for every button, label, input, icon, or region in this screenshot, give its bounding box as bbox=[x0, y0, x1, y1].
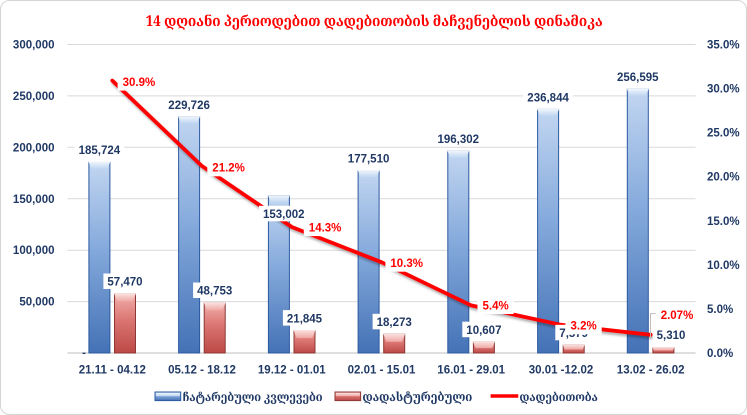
svg-text:21.2%: 21.2% bbox=[212, 163, 245, 175]
svg-text:185,724: 185,724 bbox=[79, 145, 121, 157]
svg-text:15.0%: 15.0% bbox=[707, 216, 740, 228]
svg-text:48,753: 48,753 bbox=[197, 286, 232, 298]
svg-text:21,845: 21,845 bbox=[287, 313, 323, 325]
svg-text:256,595: 256,595 bbox=[617, 72, 659, 84]
svg-text:50,000: 50,000 bbox=[19, 297, 54, 309]
svg-text:153,002: 153,002 bbox=[263, 209, 305, 221]
svg-text:5.0%: 5.0% bbox=[707, 304, 733, 316]
svg-text:150,000: 150,000 bbox=[13, 194, 55, 206]
svg-text:05.12 - 18.12: 05.12 - 18.12 bbox=[168, 365, 236, 377]
svg-text:236,844: 236,844 bbox=[527, 93, 569, 105]
svg-text:10.0%: 10.0% bbox=[707, 260, 740, 272]
svg-text:57,470: 57,470 bbox=[107, 277, 142, 289]
svg-text:16.01 - 29.01: 16.01 - 29.01 bbox=[437, 365, 505, 377]
svg-text:177,510: 177,510 bbox=[348, 154, 390, 166]
svg-text:5.4%: 5.4% bbox=[483, 300, 509, 312]
svg-text:10,607: 10,607 bbox=[466, 325, 501, 337]
svg-text:19.12 - 01.01: 19.12 - 01.01 bbox=[258, 365, 326, 377]
svg-text:30.0%: 30.0% bbox=[707, 84, 740, 96]
svg-text:30.9%: 30.9% bbox=[123, 77, 156, 89]
svg-text:18,273: 18,273 bbox=[377, 317, 412, 329]
svg-text:5,310: 5,310 bbox=[657, 330, 686, 342]
svg-text:0.0%: 0.0% bbox=[707, 348, 733, 360]
svg-text:-: - bbox=[82, 348, 86, 360]
svg-text:250,000: 250,000 bbox=[13, 91, 55, 103]
svg-text:3.2%: 3.2% bbox=[571, 321, 597, 333]
svg-text:200,000: 200,000 bbox=[13, 142, 55, 154]
svg-text:21.11 - 04.12: 21.11 - 04.12 bbox=[79, 365, 146, 377]
svg-text:196,302: 196,302 bbox=[438, 134, 480, 146]
svg-text:100,000: 100,000 bbox=[13, 245, 55, 257]
svg-text:35.0%: 35.0% bbox=[707, 40, 740, 52]
svg-text:2.07%: 2.07% bbox=[661, 310, 694, 322]
svg-text:20.0%: 20.0% bbox=[707, 172, 740, 184]
svg-text:25.0%: 25.0% bbox=[707, 128, 740, 140]
svg-text:30.01 -12.02: 30.01 -12.02 bbox=[529, 365, 594, 377]
svg-text:10.3%: 10.3% bbox=[390, 258, 423, 270]
svg-text:300,000: 300,000 bbox=[13, 40, 55, 52]
svg-text:13.02 - 26.02: 13.02 - 26.02 bbox=[617, 365, 685, 377]
svg-text:02.01 - 15.01: 02.01 - 15.01 bbox=[348, 365, 416, 377]
svg-text:14.3%: 14.3% bbox=[309, 223, 342, 235]
svg-text:229,726: 229,726 bbox=[168, 100, 210, 112]
